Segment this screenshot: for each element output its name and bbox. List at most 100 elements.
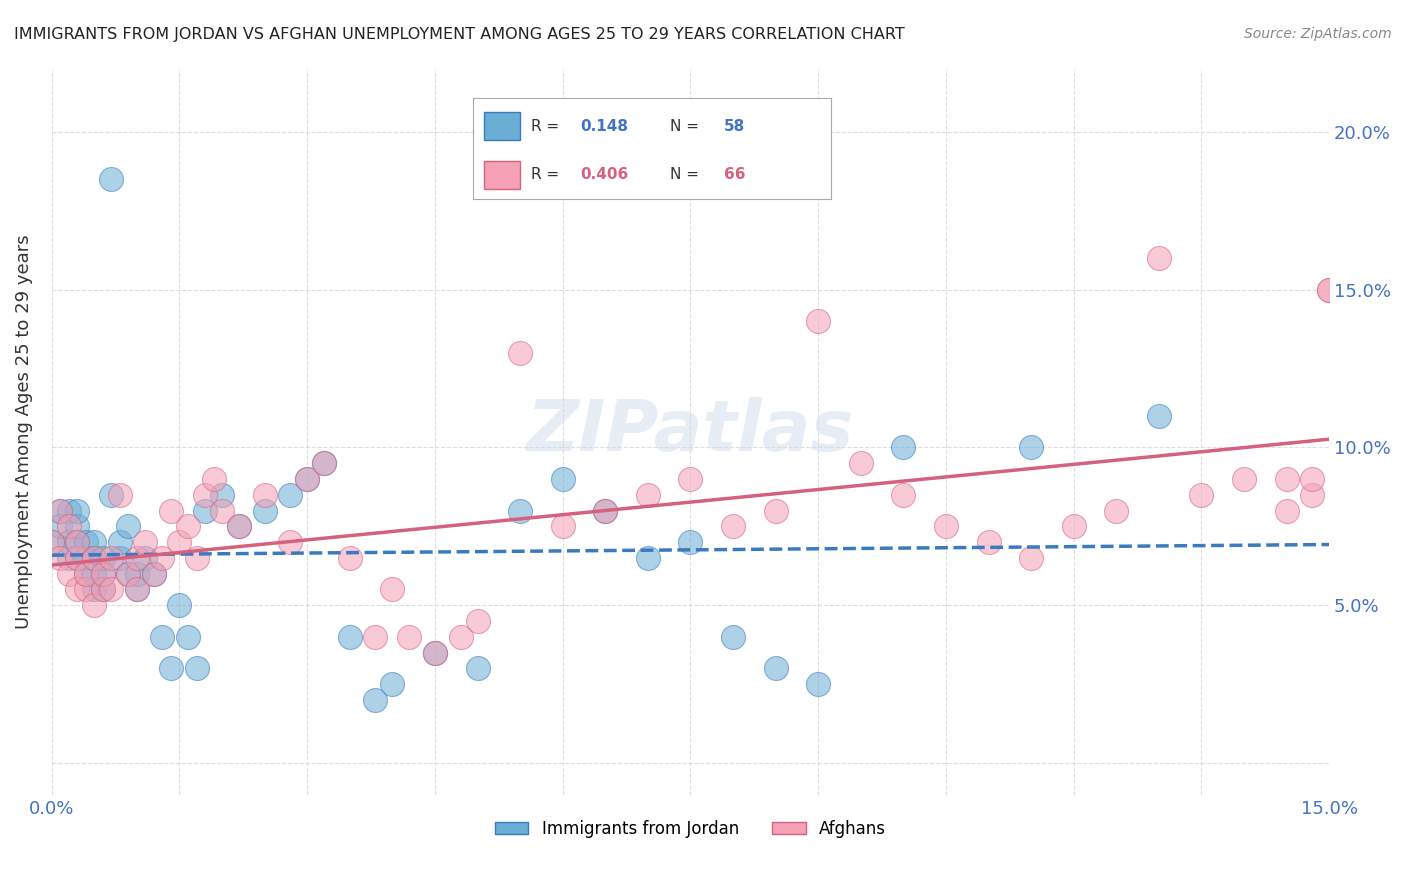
Point [49,503,72,517]
Point [117,566,139,581]
Point [75,550,97,565]
Point [398,630,420,644]
Point [152,630,174,644]
Point [58,550,80,565]
Point [66,535,89,549]
Point [228,519,250,533]
Point [891,488,914,502]
Point [1317,283,1340,297]
Point [1019,550,1042,565]
Point [595,503,617,517]
Point [169,599,191,613]
Point [58,519,80,533]
Point [1105,503,1128,517]
Point [1275,503,1298,517]
Point [125,582,148,597]
Point [1317,283,1340,297]
Point [1189,488,1212,502]
Point [91,566,114,581]
Point [49,503,72,517]
Point [108,535,131,549]
Text: ZIPatlas: ZIPatlas [527,397,853,467]
Point [1301,472,1323,486]
Point [765,503,787,517]
Point [177,519,200,533]
Point [467,661,489,675]
Point [339,550,361,565]
Point [721,519,744,533]
Point [891,441,914,455]
Point [1019,441,1042,455]
Point [177,630,200,644]
Point [194,488,217,502]
Point [935,519,957,533]
Point [186,661,208,675]
Point [134,550,156,565]
Point [253,503,276,517]
Point [66,550,89,565]
Point [637,488,659,502]
Point [679,472,702,486]
Point [83,599,105,613]
Y-axis label: Unemployment Among Ages 25 to 29 years: Unemployment Among Ages 25 to 29 years [15,235,32,629]
Point [58,566,80,581]
Point [509,503,531,517]
Point [1147,409,1170,423]
Point [83,550,105,565]
Point [58,503,80,517]
Legend: Immigrants from Jordan, Afghans: Immigrants from Jordan, Afghans [488,814,893,845]
Point [125,566,148,581]
Point [1147,251,1170,265]
Point [765,661,787,675]
Point [75,566,97,581]
Point [75,566,97,581]
Point [423,646,446,660]
Point [83,535,105,549]
Point [41,535,63,549]
Point [83,550,105,565]
Point [194,503,217,517]
Point [314,456,336,470]
Point [134,535,156,549]
Point [160,661,183,675]
Point [100,172,122,186]
Point [807,677,830,691]
Text: IMMIGRANTS FROM JORDAN VS AFGHAN UNEMPLOYMENT AMONG AGES 25 TO 29 YEARS CORRELAT: IMMIGRANTS FROM JORDAN VS AFGHAN UNEMPLO… [14,27,905,42]
Point [253,488,276,502]
Point [91,566,114,581]
Point [83,566,105,581]
Point [142,566,165,581]
Point [1275,472,1298,486]
Point [977,535,1000,549]
Point [339,630,361,644]
Point [1063,519,1085,533]
Point [41,535,63,549]
Point [58,535,80,549]
Point [125,582,148,597]
Point [278,488,301,502]
Point [364,630,387,644]
Point [66,535,89,549]
Point [202,472,225,486]
Point [100,488,122,502]
Point [169,535,191,549]
Point [108,550,131,565]
Point [849,456,872,470]
Point [91,582,114,597]
Point [595,503,617,517]
Point [1301,488,1323,502]
Point [1233,472,1256,486]
Point [314,456,336,470]
Point [721,630,744,644]
Point [551,472,574,486]
Point [117,519,139,533]
Point [91,582,114,597]
Point [467,614,489,628]
Point [152,550,174,565]
Point [108,488,131,502]
Point [551,519,574,533]
Point [49,550,72,565]
Point [381,582,404,597]
Point [278,535,301,549]
Point [66,503,89,517]
